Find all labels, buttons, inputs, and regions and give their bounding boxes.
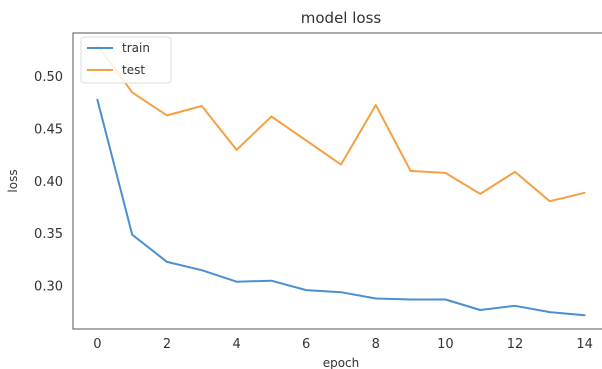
x-axis-ticks: 0 2 4 6 8 10 12 14 (93, 337, 593, 352)
y-axis-label: loss (6, 169, 20, 192)
x-tick-label-2: 2 (163, 337, 171, 352)
x-tick-label-10: 10 (437, 337, 454, 352)
y-tick-label-0.30: 0.30 (34, 279, 63, 294)
y-tick-label-0.50: 0.50 (34, 70, 63, 85)
legend-label-test: test (122, 63, 145, 77)
series-line-train (96, 98, 586, 317)
x-tick-label-6: 6 (302, 337, 310, 352)
x-tick-label-14: 14 (576, 337, 593, 352)
series-lines (96, 44, 586, 317)
x-tick-label-0: 0 (93, 337, 101, 352)
legend: train test (80, 36, 172, 84)
y-tick-label-0.40: 0.40 (34, 175, 63, 190)
x-tick-label-4: 4 (232, 337, 240, 352)
y-axis-ticks: 0.30 0.35 0.40 0.45 0.50 (34, 70, 63, 294)
legend-label-train: train (122, 41, 150, 55)
x-axis-label: epoch (323, 356, 360, 369)
chart-title: model loss (301, 9, 382, 27)
series-line-test (96, 44, 586, 203)
x-tick-label-8: 8 (372, 337, 380, 352)
y-tick-label-0.35: 0.35 (34, 227, 63, 242)
y-tick-label-0.45: 0.45 (34, 123, 63, 138)
x-tick-label-12: 12 (507, 337, 524, 352)
plot-area-frame (72, 32, 602, 330)
